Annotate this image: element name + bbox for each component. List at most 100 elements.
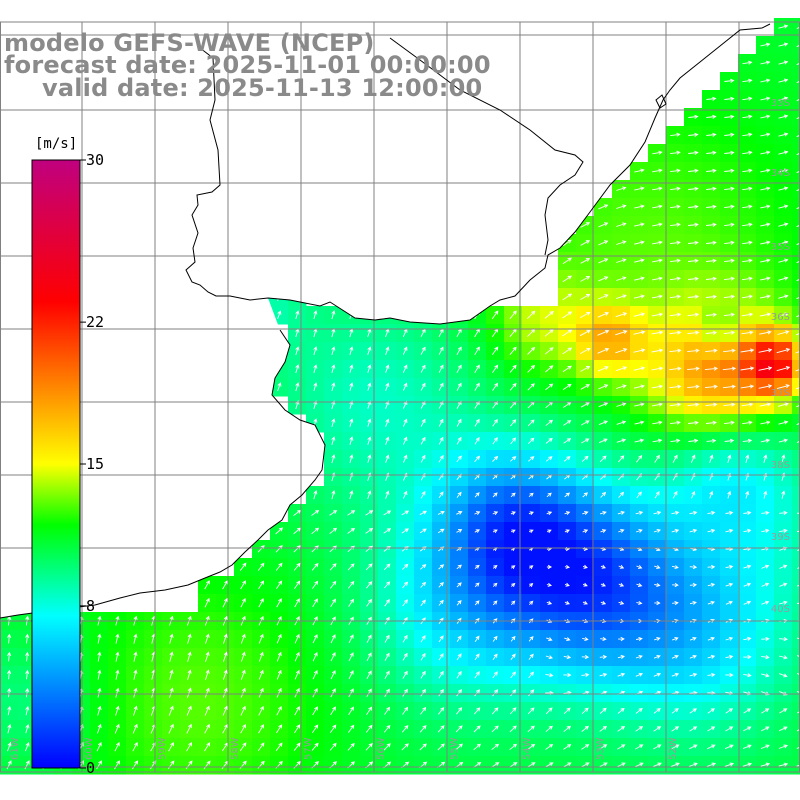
wind-arrow: [402, 454, 408, 463]
wind-arrow: [349, 454, 354, 464]
wind-arrow: [133, 669, 138, 680]
wind-arrow: [635, 654, 643, 659]
wind-arrow: [760, 420, 771, 425]
wind-arrow: [743, 510, 752, 515]
wind-arrow: [97, 633, 102, 644]
wind-arrow: [688, 438, 699, 443]
wind-arrow: [349, 418, 354, 427]
wind-arrow: [600, 529, 607, 533]
wind-arrow: [474, 418, 480, 427]
wind-arrow: [725, 654, 734, 659]
wind-arrow: [456, 346, 462, 356]
wind-arrow: [617, 654, 626, 659]
wind-arrow: [7, 723, 12, 734]
wind-arrow: [724, 168, 735, 173]
wind-arrow: [796, 637, 800, 640]
wind-arrow: [133, 687, 138, 698]
wind-arrow: [402, 581, 409, 589]
wind-arrow: [545, 655, 553, 660]
wind-arrow: [312, 687, 318, 698]
wind-speed-cell: [792, 522, 800, 541]
wind-speed-cell: [792, 198, 800, 217]
wind-arrow: [367, 490, 372, 500]
wind-arrow: [311, 527, 320, 535]
wind-arrow: [742, 186, 753, 191]
wind-arrow: [438, 706, 445, 715]
wind-arrow: [724, 96, 735, 101]
wind-arrow: [651, 312, 664, 317]
wind-arrow: [636, 454, 643, 463]
wind-arrow: [456, 689, 462, 697]
wind-arrow: [580, 294, 591, 300]
wind-speed-cell: [792, 630, 800, 649]
wind-arrow: [330, 634, 336, 644]
wind-arrow: [365, 528, 374, 534]
wind-arrow: [383, 510, 392, 516]
wind-arrow: [114, 760, 120, 770]
wind-arrow: [725, 528, 734, 533]
wind-arrow: [402, 382, 408, 391]
wind-arrow: [456, 529, 463, 533]
wind-arrow: [348, 634, 354, 644]
wind-arrow: [420, 310, 426, 320]
wind-arrow: [725, 582, 734, 587]
wind-arrow: [562, 329, 573, 337]
wind-arrow: [115, 669, 120, 680]
wind-arrow: [654, 491, 660, 499]
wind-arrow: [725, 672, 734, 678]
wind-arrow: [562, 311, 573, 319]
wind-arrow: [598, 240, 609, 246]
wind-arrow: [760, 258, 771, 263]
wind-arrow: [438, 436, 444, 445]
wind-arrow: [25, 705, 30, 716]
wind-arrow: [671, 744, 680, 750]
wind-arrow: [96, 760, 102, 770]
colorbar-tick-label: 15: [86, 455, 104, 473]
wind-arrow: [652, 168, 663, 173]
wind-arrow: [562, 383, 572, 390]
wind-arrow: [492, 565, 498, 569]
wind-arrow: [295, 364, 300, 374]
wind-arrow: [258, 633, 264, 644]
wind-arrow: [687, 330, 700, 335]
wind-arrow: [276, 669, 282, 680]
wind-arrow: [618, 529, 625, 533]
wind-speed-cell: [792, 54, 800, 73]
wind-arrow: [366, 670, 372, 680]
wind-arrow: [528, 529, 534, 534]
wind-arrow: [474, 511, 481, 515]
wind-arrow: [563, 725, 572, 733]
wind-arrow: [796, 80, 800, 84]
wind-arrow: [114, 741, 120, 752]
wind-arrow: [276, 724, 283, 734]
wind-arrow: [474, 492, 480, 498]
wind-arrow: [115, 705, 120, 716]
wind-arrow: [706, 114, 717, 119]
wind-arrow: [564, 492, 571, 498]
wind-arrow: [582, 582, 588, 587]
wind-speed-cell: [792, 594, 800, 613]
wind-arrow: [258, 669, 264, 680]
wind-arrow: [724, 150, 735, 155]
wind-arrow: [295, 382, 300, 392]
wind-arrow: [510, 511, 516, 516]
wind-arrow: [294, 724, 301, 734]
wind-arrow: [420, 581, 427, 588]
wind-arrow: [456, 400, 462, 409]
wind-arrow: [385, 382, 390, 391]
wind-arrow: [687, 348, 700, 353]
wind-arrow: [778, 168, 789, 173]
wind-arrow: [581, 672, 590, 677]
wind-arrow: [652, 204, 663, 209]
wind-arrow: [795, 332, 800, 336]
wind-arrow: [670, 150, 681, 155]
wind-speed-cell: [792, 108, 800, 127]
wind-arrow: [796, 655, 800, 658]
wind-arrow: [705, 294, 718, 299]
wind-arrow: [366, 652, 372, 662]
wind-arrow: [669, 276, 681, 281]
wind-arrow: [760, 294, 771, 299]
wind-arrow: [600, 636, 607, 642]
wind-arrow: [581, 725, 590, 732]
wind-arrow: [294, 669, 300, 680]
